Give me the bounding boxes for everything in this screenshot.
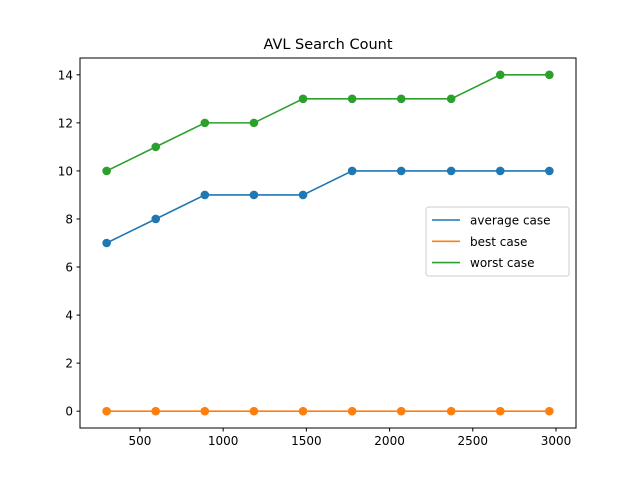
data-point-best-case [347, 406, 357, 416]
data-point-worst-case [446, 94, 456, 104]
plot-frame [79, 57, 577, 429]
data-point-average-case [151, 214, 161, 224]
data-point-worst-case [495, 70, 505, 80]
data-point-average-case [298, 190, 308, 200]
y-tick-label: 2 [65, 357, 73, 371]
data-point-best-case [200, 406, 210, 416]
series-line-worst-case [106, 74, 550, 172]
legend-label: worst case [470, 256, 534, 270]
legend: average case best case worst case [425, 206, 570, 277]
data-point-best-case [396, 406, 406, 416]
data-point-average-case [545, 166, 554, 176]
y-tick-label: 8 [65, 212, 73, 226]
data-point-worst-case [102, 166, 111, 176]
data-point-worst-case [347, 94, 357, 104]
y-tick-label: 10 [58, 164, 73, 178]
data-point-average-case [446, 166, 456, 176]
data-point-average-case [495, 166, 505, 176]
chart-title: AVL Search Count [263, 37, 392, 53]
x-axis: 500 1000 1500 2000 2500 3000 [128, 428, 571, 448]
legend-box [425, 206, 570, 277]
data-point-worst-case [249, 118, 259, 128]
x-tick-label: 2500 [458, 434, 489, 448]
data-point-worst-case [200, 118, 210, 128]
data-point-worst-case [151, 142, 161, 152]
y-axis: 0 2 4 6 8 10 12 14 [58, 68, 80, 419]
data-point-best-case [446, 406, 456, 416]
data-point-best-case [151, 406, 161, 416]
plot-area [102, 70, 554, 416]
y-tick-label: 0 [65, 405, 73, 419]
x-tick-label: 1000 [208, 434, 239, 448]
data-point-worst-case [396, 94, 406, 104]
series-line-average-case [106, 170, 550, 244]
data-point-best-case [545, 406, 554, 416]
data-point-best-case [298, 406, 308, 416]
x-tick-label: 3000 [541, 434, 572, 448]
x-tick-label: 1500 [291, 434, 322, 448]
legend-label: average case [470, 214, 551, 228]
data-point-average-case [249, 190, 259, 200]
data-point-best-case [102, 406, 111, 416]
y-tick-label: 4 [65, 309, 73, 323]
data-point-average-case [396, 166, 406, 176]
data-point-best-case [249, 406, 259, 416]
data-point-worst-case [298, 94, 308, 104]
y-tick-label: 14 [58, 68, 73, 82]
x-tick-label: 2000 [374, 434, 405, 448]
data-point-average-case [200, 190, 210, 200]
data-point-worst-case [545, 70, 554, 80]
legend-label: best case [470, 235, 527, 249]
y-tick-label: 12 [58, 116, 73, 130]
x-tick-label: 500 [128, 434, 151, 448]
data-point-best-case [495, 406, 505, 416]
data-point-average-case [347, 166, 357, 176]
data-point-average-case [102, 238, 111, 248]
y-tick-label: 6 [65, 261, 73, 275]
